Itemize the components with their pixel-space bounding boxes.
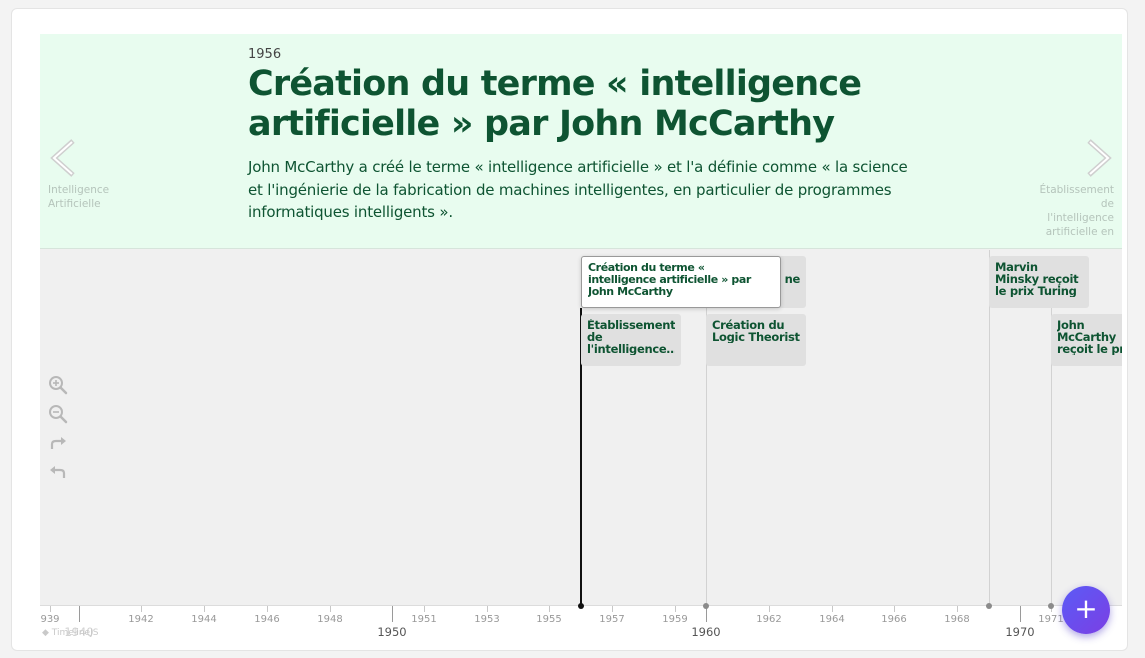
axis-major-tick: [392, 606, 393, 622]
axis-label: 1944: [191, 614, 217, 625]
axis-event-dot: [578, 603, 584, 609]
axis-label: 1951: [411, 614, 437, 625]
previous-slide-title[interactable]: Intelligence Artificielle: [48, 184, 110, 210]
slide-content: 1956 Création du terme « intelligence ar…: [248, 47, 908, 224]
axis-tick: [487, 606, 488, 612]
timenav-controls: [48, 375, 72, 491]
timeline-marker[interactable]: Marvin Minsky reçoit le prix Turing: [989, 256, 1089, 308]
zoom-in-icon[interactable]: [48, 375, 68, 395]
axis-label: 1942: [128, 614, 154, 625]
timeline-navigator[interactable]: ne Création du terme « intelligence arti…: [40, 250, 1122, 637]
axis-tick: [675, 606, 676, 612]
axis-major-label: 1970: [1005, 625, 1035, 637]
slide-viewer: Intelligence Artificielle 1956 Création …: [40, 34, 1122, 249]
time-axis[interactable]: 939 1942 1944 1946 1948 1951 1953 1955 1…: [40, 603, 1122, 637]
axis-major-tick: [1020, 606, 1021, 622]
axis-tick: [330, 606, 331, 612]
axis-tick: [50, 606, 51, 612]
axis-label: 1948: [317, 614, 343, 625]
timeline-marker[interactable]: John McCarthy reçoit le prix Turing: [1051, 314, 1122, 366]
marker-label: Création du Logic Theorist: [712, 319, 800, 343]
timeline-card: Intelligence Artificielle 1956 Création …: [11, 8, 1128, 651]
axis-label: 1968: [944, 614, 970, 625]
marker-label: John McCarthy reçoit le prix Turing: [1057, 319, 1122, 355]
slide-headline: Création du terme « intelligence artific…: [248, 64, 862, 144]
axis-tick: [204, 606, 205, 612]
axis-label: 1959: [662, 614, 688, 625]
axis-label: 1964: [819, 614, 845, 625]
axis-major-tick: [79, 606, 80, 622]
add-button[interactable]: +: [1062, 586, 1110, 634]
marker-label: ne: [784, 273, 800, 285]
axis-tick: [424, 606, 425, 612]
axis-tick: [769, 606, 770, 612]
next-slide-title[interactable]: Établissement de l'intelligence artifici…: [1039, 184, 1114, 238]
axis-tick: [267, 606, 268, 612]
marker-line: [706, 308, 707, 605]
axis-event-dot: [986, 603, 992, 609]
chevron-right-icon: [1087, 139, 1112, 177]
redo-icon[interactable]: [48, 433, 68, 453]
axis-major-label: 1960: [691, 625, 721, 637]
slide-date: 1956: [248, 47, 282, 62]
axis-label: 1955: [536, 614, 562, 625]
axis-tick: [957, 606, 958, 612]
marker-label: Établissement de l'intelligence…: [587, 319, 675, 355]
axis-label: 1946: [254, 614, 280, 625]
slide-description: John McCarthy a créé le terme « intellig…: [248, 158, 908, 221]
axis-label: 1962: [756, 614, 782, 625]
axis-tick: [612, 606, 613, 612]
axis-tick: [1051, 606, 1052, 612]
axis-major-tick: [706, 606, 707, 622]
axis-event-dot: [703, 603, 709, 609]
axis-label: 1971: [1038, 614, 1064, 625]
next-slide-button[interactable]: Établissement de l'intelligence artifici…: [1034, 139, 1114, 239]
marker-label: Création du terme « intelligence artific…: [588, 262, 751, 298]
axis-event-dot: [1048, 603, 1054, 609]
attribution-text: TimelineJS: [51, 628, 99, 637]
axis-tick: [141, 606, 142, 612]
timeline-marker[interactable]: Création du Logic Theorist: [706, 314, 806, 366]
active-marker-line: [580, 308, 582, 605]
marker-label: Marvin Minsky reçoit le prix Turing: [995, 261, 1079, 297]
axis-label: 1953: [474, 614, 500, 625]
axis-tick: [894, 606, 895, 612]
axis-major-label: 1950: [377, 625, 407, 637]
axis-major-label: 1940: [64, 625, 94, 637]
timeline-marker[interactable]: Établissement de l'intelligence…: [581, 314, 681, 366]
axis-label: 1966: [881, 614, 907, 625]
previous-slide-button[interactable]: Intelligence Artificielle: [48, 139, 128, 211]
chevron-left-icon: [50, 139, 75, 177]
timeline-marker-active[interactable]: Création du terme « intelligence artific…: [581, 256, 781, 308]
axis-label: 939: [40, 614, 60, 625]
timelinejs-attribution[interactable]: ◆ TimelineJS: [42, 628, 99, 637]
axis-tick: [832, 606, 833, 612]
zoom-out-icon[interactable]: [48, 404, 68, 424]
marker-line: [989, 250, 990, 605]
axis-tick: [549, 606, 550, 612]
undo-icon[interactable]: [48, 462, 68, 482]
axis-label: 1957: [599, 614, 625, 625]
timeline-embed: Intelligence Artificielle 1956 Création …: [40, 34, 1122, 637]
marker-line: [1051, 308, 1052, 605]
